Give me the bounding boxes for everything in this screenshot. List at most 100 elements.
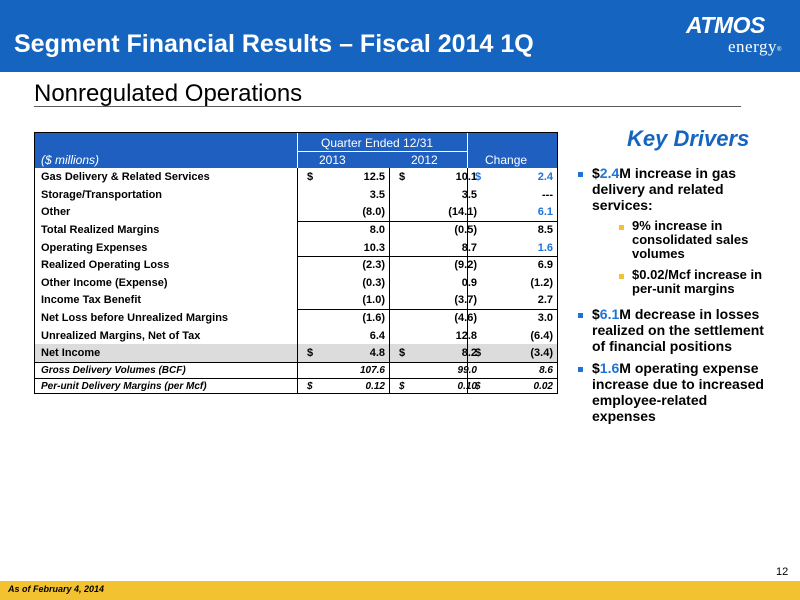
header-divider: [467, 133, 468, 168]
value-change: 2.4: [537, 171, 553, 183]
value-2013: (8.0): [362, 206, 385, 218]
value-change: 8.5: [537, 224, 553, 236]
driver-text: M increase in gas: [619, 165, 736, 181]
row-label: Per-unit Delivery Margins (per Mcf): [41, 381, 207, 392]
value-2013: 3.5: [369, 189, 385, 201]
value-2012: 0.9: [461, 277, 477, 289]
column-divider: [297, 168, 298, 394]
quarter-group-header: Quarter Ended 12/31: [321, 136, 434, 150]
financial-results-table: Quarter Ended 12/31 ($ millions) 2013 20…: [34, 132, 558, 394]
net-income-rule: [35, 362, 557, 363]
logo-registered-mark: ®: [777, 47, 782, 53]
table-row: Other Income (Expense) (0.3) 0.9 (1.2): [35, 274, 557, 291]
square-bullet-icon: [578, 367, 583, 372]
row-label: Other Income (Expense): [41, 277, 168, 289]
column-header-2012: 2012: [411, 153, 438, 167]
currency-symbol: $: [307, 381, 313, 392]
value-2012: (14.1): [448, 206, 477, 218]
square-bullet-icon: [619, 225, 624, 230]
driver-highlight: 2.4: [599, 165, 620, 181]
column-divider: [467, 168, 468, 394]
table-row: Storage/Transportation 3.5 3.5 ---: [35, 186, 557, 203]
driver-prefix: $: [592, 165, 600, 181]
currency-symbol: $: [475, 171, 482, 183]
value-2013: 6.4: [369, 330, 385, 342]
subitem-text: $0.02/Mcf increase in: [632, 267, 763, 282]
value-2012: 3.5: [461, 189, 477, 201]
value-2012: 8.2: [461, 347, 477, 359]
square-bullet-icon: [578, 172, 583, 177]
value-change: 1.6: [537, 242, 553, 254]
row-label: Net Loss before Unrealized Margins: [41, 312, 229, 324]
table-row: Other (8.0) (14.1) 6.1: [35, 203, 557, 221]
table-header: Quarter Ended 12/31 ($ millions) 2013 20…: [35, 133, 557, 168]
value-change: 6.9: [537, 259, 553, 271]
value-2013: 4.8: [369, 347, 385, 359]
driver-text: realized on the settlement: [592, 322, 764, 338]
value-change: ---: [542, 189, 553, 201]
driver-prefix: $: [592, 360, 600, 376]
value-2013: (1.0): [362, 294, 385, 306]
value-2012: 10.1: [456, 171, 477, 183]
key-driver-item: $6.1M decrease in losses realized on the…: [592, 306, 764, 354]
subitem-text: 9% increase in: [632, 218, 723, 233]
subitem-text: consolidated sales: [632, 232, 749, 247]
row-label: Other: [41, 206, 71, 218]
currency-symbol: $: [399, 381, 405, 392]
table-row: Per-unit Delivery Margins (per Mcf) $0.1…: [35, 378, 557, 394]
value-change: (6.4): [530, 330, 553, 342]
value-2012: 8.7: [461, 242, 477, 254]
footer-bar: As of February 4, 2014: [0, 581, 800, 600]
units-header: ($ millions): [41, 153, 100, 167]
column-header-change: Change: [485, 153, 528, 167]
subtitle-divider: [34, 106, 741, 107]
subitem-text: volumes: [632, 246, 685, 261]
value-2012: (3.7): [454, 294, 477, 306]
footer-date: As of February 4, 2014: [8, 584, 105, 594]
driver-text: services:: [592, 197, 653, 213]
subtotal-rule: [297, 256, 557, 257]
driver-highlight: 6.1: [599, 306, 620, 322]
key-driver-item: $2.4M increase in gas delivery and relat…: [592, 165, 736, 213]
table-row: Gross Delivery Volumes (BCF) 107.6 99.0 …: [35, 362, 557, 378]
value-2013: (2.3): [362, 259, 385, 271]
row-label: Realized Operating Loss: [41, 259, 170, 271]
driver-text: M operating expense: [619, 360, 759, 376]
value-2013: 8.0: [369, 224, 385, 236]
row-label: Income Tax Benefit: [41, 294, 142, 306]
value-change: 6.1: [537, 206, 553, 218]
value-change: 3.0: [537, 312, 553, 324]
logo-brand-text: ATMOS: [686, 12, 765, 38]
value-2012: (4.6): [454, 312, 477, 324]
value-change: 0.02: [533, 381, 553, 392]
quarter-header-rule: [297, 151, 467, 152]
driver-highlight: 1.6: [599, 360, 620, 376]
value-change: (3.4): [530, 347, 553, 359]
value-2013: (0.3): [362, 277, 385, 289]
driver-text: increase due to increased: [592, 376, 764, 392]
table-row: Gas Delivery & Related Services $12.5 $1…: [35, 168, 557, 186]
header-divider: [297, 133, 298, 168]
currency-symbol: $: [399, 171, 406, 183]
key-driver-item: $1.6M operating expense increase due to …: [592, 360, 764, 424]
key-driver-subitem: $0.02/Mcf increase in per-unit margins: [632, 268, 762, 296]
value-2013: 107.6: [359, 365, 385, 376]
table-row-net-income: Net Income $4.8 $8.2 $ (3.4): [35, 344, 557, 362]
row-label: Gross Delivery Volumes (BCF): [41, 365, 186, 376]
table-row: Net Loss before Unrealized Margins (1.6)…: [35, 309, 557, 327]
key-driver-subitem: 9% increase in consolidated sales volume…: [632, 219, 748, 261]
section-subtitle: Nonregulated Operations: [34, 80, 303, 107]
table-row: Income Tax Benefit (1.0) (3.7) 2.7: [35, 291, 557, 309]
currency-symbol: $: [307, 347, 314, 359]
value-2013: 12.5: [363, 171, 385, 183]
page-number: 12: [776, 566, 789, 578]
slide-title: Segment Financial Results – Fiscal 2014 …: [14, 30, 534, 58]
value-change: 2.7: [537, 294, 553, 306]
square-bullet-icon: [619, 274, 624, 279]
table-row: Realized Operating Loss (2.3) (9.2) 6.9: [35, 256, 557, 274]
currency-symbol: $: [399, 347, 406, 359]
atmos-energy-logo: ATMOS energy ®: [686, 10, 786, 60]
column-header-2013: 2013: [319, 153, 346, 167]
key-drivers-title: Key Drivers: [627, 126, 750, 151]
value-2012: (9.2): [454, 259, 477, 271]
